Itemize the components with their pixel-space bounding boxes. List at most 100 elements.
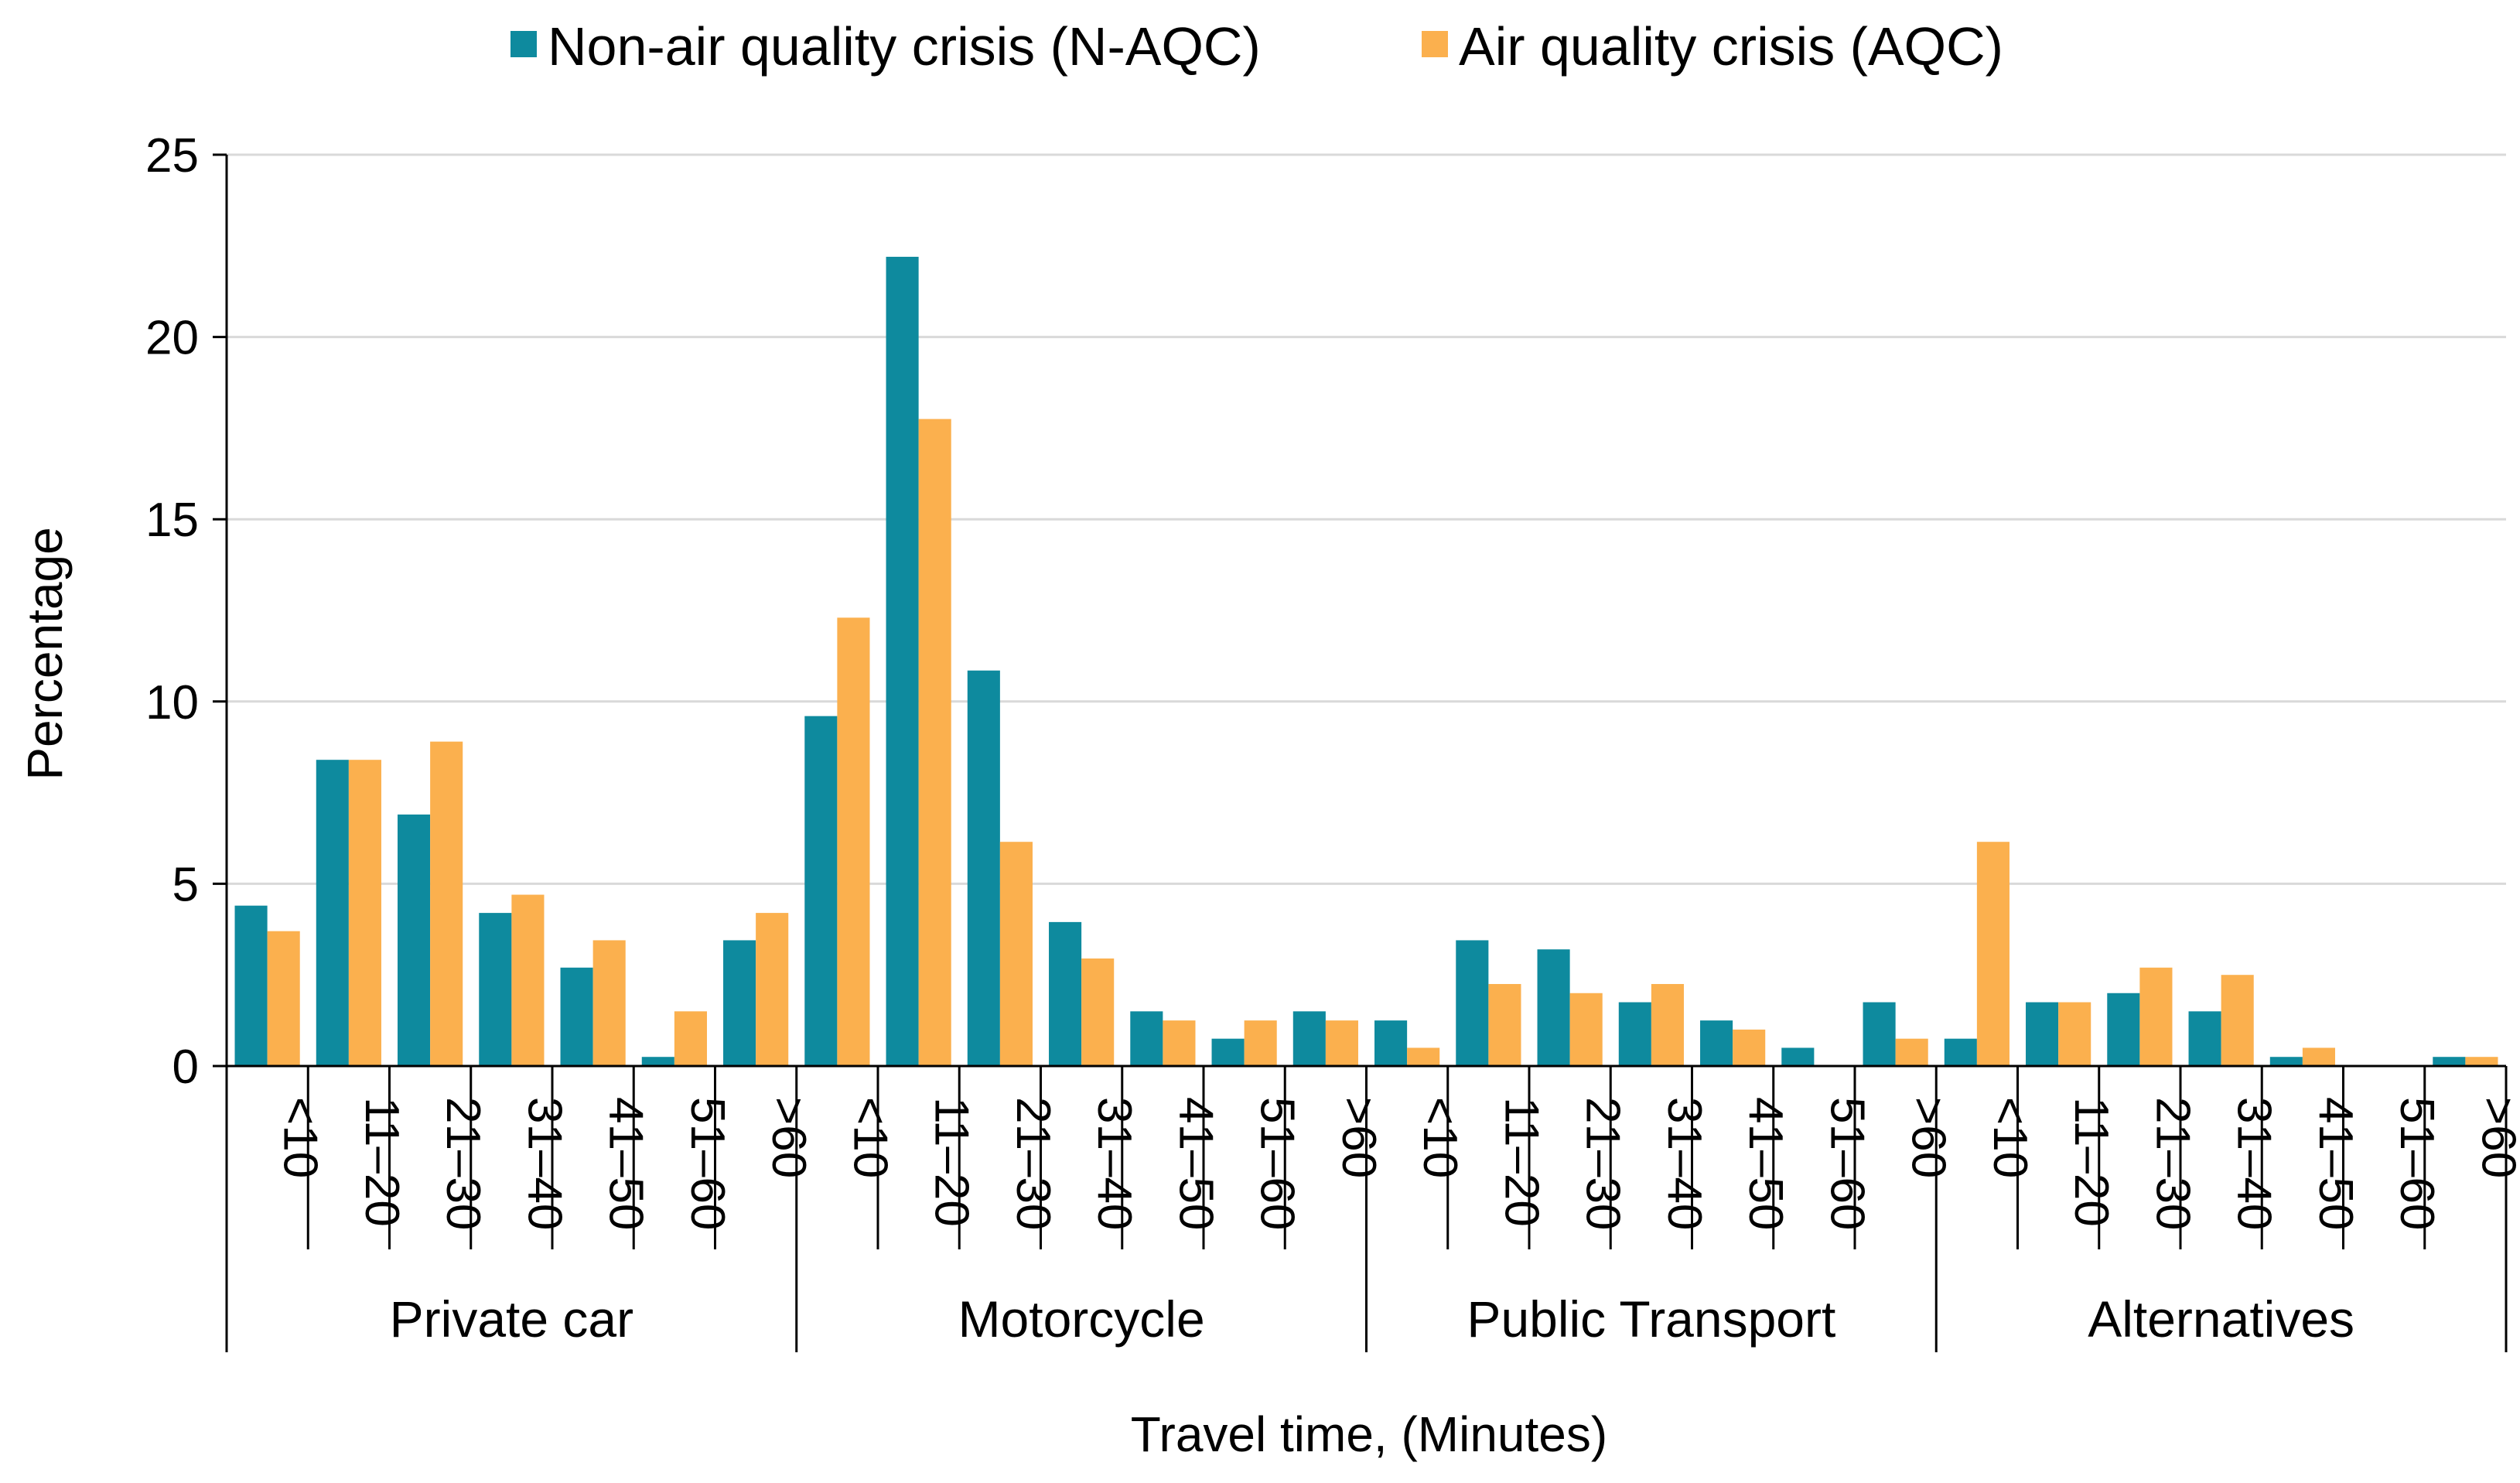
x-category-label: 11–20 (2064, 1097, 2118, 1227)
gridlines (227, 153, 2506, 885)
bar-n-aqc-alternatives-24 (2188, 1011, 2221, 1066)
y-tick-label: 15 (145, 494, 199, 547)
bar-n-aqc-private-car-1 (316, 760, 349, 1066)
bar-aqc-alternatives-25 (2302, 1047, 2335, 1066)
x-category-label: 51–60 (1820, 1097, 1873, 1230)
bar-aqc-alternatives-23 (2139, 967, 2173, 1066)
bar-n-aqc-motorcycle-8 (886, 256, 919, 1067)
bar-n-aqc-alternatives-22 (2026, 1002, 2059, 1066)
bar-aqc-alternatives-24 (2221, 975, 2254, 1066)
x-category-label: 41–50 (599, 1097, 653, 1230)
bar-aqc-motorcycle-9 (999, 842, 1033, 1066)
bar-aqc-private-car-5 (674, 1011, 707, 1066)
bar-aqc-motorcycle-10 (1081, 958, 1115, 1066)
x-category-label: 41–50 (2309, 1097, 2362, 1230)
bar-n-aqc-alternatives-21 (1944, 1038, 1977, 1066)
bar-aqc-motorcycle-11 (1163, 1020, 1196, 1066)
x-group-label: Motorcycle (958, 1290, 1205, 1348)
bar-aqc-public-transport-16 (1569, 993, 1603, 1066)
y-tick-label: 0 (172, 1040, 199, 1094)
legend-swatch-aqc (1422, 31, 1448, 57)
x-category-label: >60 (2471, 1097, 2520, 1178)
x-category-label: >60 (762, 1097, 815, 1178)
bar-n-aqc-motorcycle-7 (804, 716, 838, 1066)
bar-n-aqc-motorcycle-10 (1049, 921, 1082, 1066)
x-category-label: 21–30 (1006, 1097, 1060, 1230)
x-axis-title: Travel time, (Minutes) (1131, 1406, 1607, 1462)
x-category-label: >60 (1332, 1097, 1385, 1178)
x-category-label: 11–20 (925, 1097, 978, 1227)
y-tick-label: 5 (172, 858, 199, 911)
y-tick-label: 25 (145, 129, 199, 183)
bar-aqc-public-transport-20 (1895, 1038, 1928, 1066)
x-category-label: 51–60 (2390, 1097, 2443, 1230)
bar-aqc-alternatives-22 (2058, 1002, 2091, 1066)
x-category-label: 21–30 (436, 1097, 490, 1230)
x-group-label: Public Transport (1467, 1290, 1835, 1348)
bar-n-aqc-alternatives-27 (2433, 1057, 2466, 1066)
bar-n-aqc-private-car-4 (560, 967, 593, 1066)
x-category-label: 41–50 (1169, 1097, 1222, 1230)
bar-n-aqc-private-car-6 (723, 940, 756, 1066)
y-tick-label: 20 (145, 312, 199, 365)
bar-n-aqc-public-transport-17 (1618, 1002, 1651, 1066)
bar-aqc-motorcycle-13 (1325, 1020, 1358, 1066)
x-category-label: 31–40 (1658, 1097, 1711, 1230)
bar-aqc-alternatives-27 (2465, 1057, 2498, 1066)
labels: 0 5 10 15 20 25 <10 11–20 21–30 31–40 41–50 51–60 >6… (145, 129, 2520, 1348)
bar-n-aqc-private-car-0 (234, 905, 268, 1066)
axes (213, 153, 2508, 1352)
x-category-label: 41–50 (1739, 1097, 1792, 1230)
legend: Non-air quality crisis (N-AQC) Air quali… (510, 16, 2003, 77)
x-group-label: Alternatives (2088, 1290, 2354, 1348)
bar-aqc-public-transport-15 (1488, 983, 1521, 1066)
bar-aqc-alternatives-21 (1976, 842, 2010, 1066)
x-group-label: Private car (390, 1290, 633, 1348)
bar-aqc-motorcycle-7 (837, 617, 870, 1066)
bar-aqc-private-car-6 (756, 913, 789, 1066)
x-category-label: 51–60 (1251, 1097, 1304, 1230)
x-category-label: 11–20 (1494, 1097, 1548, 1227)
legend-label-aqc: Air quality crisis (AQC) (1459, 16, 2003, 77)
x-category-label: <10 (843, 1097, 896, 1178)
bars (234, 256, 2498, 1067)
bar-aqc-public-transport-14 (1407, 1047, 1440, 1066)
bar-n-aqc-motorcycle-11 (1130, 1011, 1163, 1066)
bar-aqc-private-car-2 (430, 741, 463, 1066)
x-category-label: 31–40 (517, 1097, 571, 1230)
bar-aqc-private-car-1 (348, 760, 381, 1066)
y-tick-label: 10 (145, 676, 199, 730)
bar-aqc-public-transport-18 (1733, 1029, 1766, 1066)
bar-n-aqc-public-transport-18 (1700, 1020, 1733, 1066)
bar-n-aqc-public-transport-15 (1456, 940, 1489, 1066)
bar-n-aqc-public-transport-19 (1781, 1047, 1815, 1066)
bar-n-aqc-private-car-3 (479, 913, 512, 1066)
bar-n-aqc-alternatives-25 (2269, 1057, 2303, 1066)
bar-aqc-private-car-3 (511, 894, 545, 1066)
x-category-label: 11–20 (355, 1097, 408, 1227)
x-category-label: <10 (1413, 1097, 1467, 1178)
bar-aqc-motorcycle-8 (918, 419, 951, 1066)
bar-n-aqc-motorcycle-9 (967, 670, 1000, 1066)
x-category-label: 31–40 (2228, 1097, 2281, 1230)
bar-aqc-motorcycle-12 (1244, 1020, 1277, 1066)
bar-n-aqc-alternatives-23 (2107, 993, 2140, 1066)
x-category-label: 31–40 (1088, 1097, 1141, 1230)
x-category-label: >60 (1902, 1097, 1955, 1178)
x-category-label: 21–30 (2146, 1097, 2199, 1230)
bar-n-aqc-motorcycle-13 (1292, 1011, 1326, 1066)
x-category-label: 21–30 (1576, 1097, 1630, 1230)
x-category-label: <10 (1983, 1097, 2037, 1178)
x-category-label: 51–60 (681, 1097, 734, 1230)
x-category-label: <10 (274, 1097, 327, 1178)
bar-n-aqc-private-car-5 (641, 1057, 674, 1066)
bar-aqc-private-car-0 (267, 931, 300, 1066)
bar-n-aqc-private-car-2 (398, 814, 431, 1066)
bar-n-aqc-public-transport-20 (1863, 1002, 1896, 1066)
legend-label-n-aqc: Non-air quality crisis (N-AQC) (548, 16, 1261, 77)
legend-swatch-n-aqc (510, 31, 537, 57)
bar-n-aqc-public-transport-16 (1537, 949, 1570, 1066)
bar-aqc-public-transport-17 (1651, 983, 1684, 1066)
bar-n-aqc-public-transport-14 (1374, 1020, 1408, 1066)
